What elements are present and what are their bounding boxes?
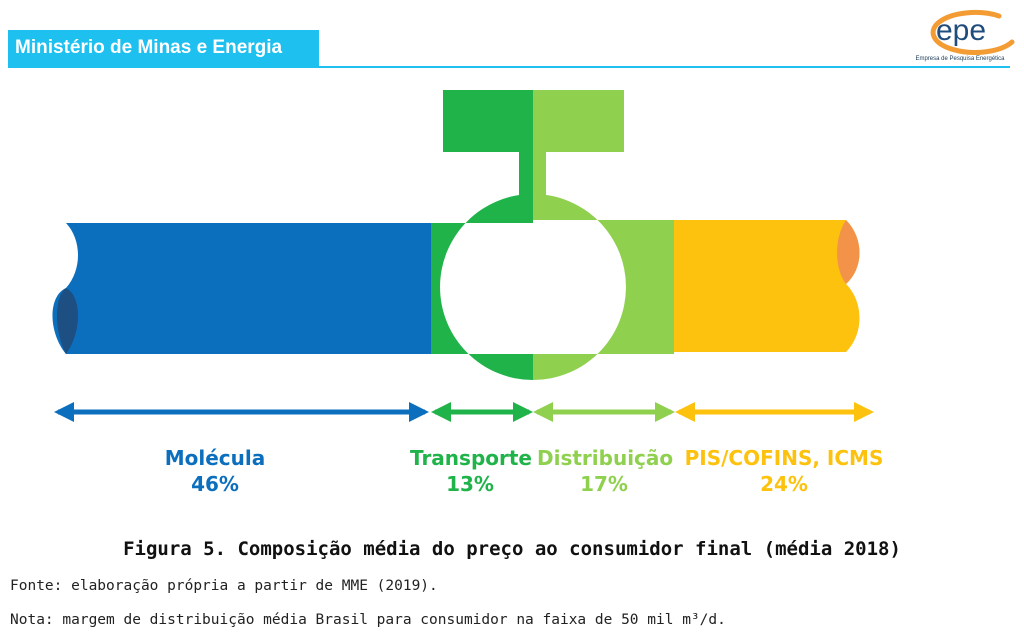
- segment-pct-molecula: 46%: [191, 472, 239, 496]
- logo-text: epe: [936, 14, 986, 47]
- valve-body-right: [533, 194, 674, 380]
- segment-label-molecula: Molécula 46%: [115, 445, 315, 497]
- pipe-molecula-end: [57, 288, 78, 354]
- pipe-tributos: [674, 220, 860, 352]
- logo-tagline: Empresa de Pesquisa Energética: [915, 56, 1005, 62]
- header-divider: [8, 66, 1010, 68]
- segment-label-tributos: PIS/COFINS, ICMS 24%: [684, 445, 884, 497]
- ministry-banner: Ministério de Minas e Energia: [8, 30, 319, 66]
- ministry-title: Ministério de Minas e Energia: [15, 37, 283, 58]
- epe-logo: epe: [930, 9, 1015, 55]
- source-note: Fonte: elaboração própria a partir de MM…: [10, 578, 438, 594]
- segment-pct-transporte: 13%: [446, 472, 494, 496]
- figure-caption: Figura 5. Composição média do preço ao c…: [123, 538, 901, 560]
- segment-label-distribuicao: Distribuição 17%: [537, 445, 674, 497]
- valve-handle-left: [443, 90, 533, 196]
- price-composition-diagram: [52, 90, 874, 422]
- pipe-tributos-end: [837, 220, 860, 284]
- segment-label-transporte: Transporte 13%: [410, 445, 532, 497]
- valve-body-left: [431, 194, 533, 380]
- segment-pct-distribuicao: 17%: [580, 472, 628, 496]
- valve-handle-right: [533, 90, 624, 196]
- segment-name-molecula: Molécula: [164, 446, 266, 470]
- segment-name-distribuicao: Distribuição: [537, 446, 674, 470]
- pipe-molecula: [52, 223, 431, 354]
- segment-name-tributos: PIS/COFINS, ICMS: [684, 446, 884, 470]
- segment-pct-tributos: 24%: [760, 472, 808, 496]
- segment-name-transporte: Transporte: [410, 446, 532, 470]
- footnote: Nota: margem de distribuição média Brasi…: [10, 612, 726, 628]
- logo-ring: [930, 9, 1015, 55]
